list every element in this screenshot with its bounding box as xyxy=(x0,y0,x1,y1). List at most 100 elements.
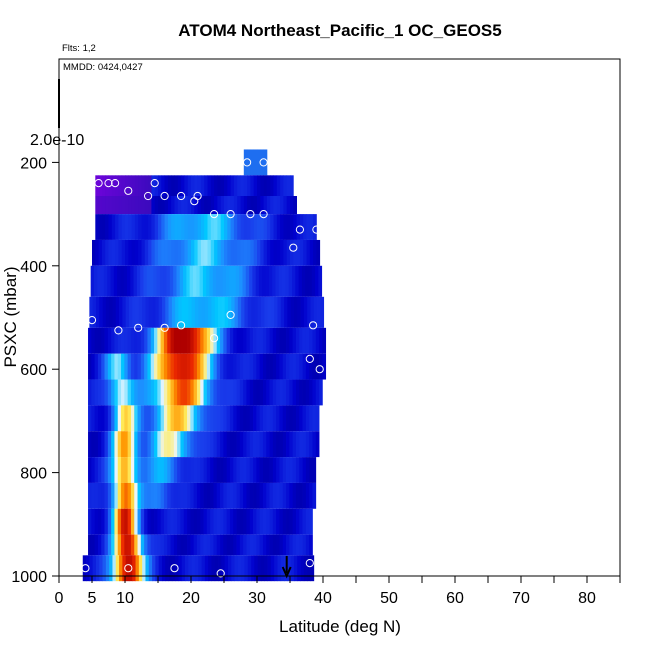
heatmap-cell xyxy=(134,431,138,458)
heatmap-cell xyxy=(309,508,313,535)
sample-marker xyxy=(259,158,268,167)
heatmap-cell xyxy=(206,508,211,535)
heatmap-cell xyxy=(276,239,281,266)
heatmap-cell xyxy=(117,353,122,380)
heatmap-cell xyxy=(144,431,148,458)
heatmap-cell xyxy=(322,353,327,380)
heatmap-cell xyxy=(273,196,278,215)
heatmap-cell xyxy=(183,482,188,509)
heatmap-cell xyxy=(258,265,263,297)
heatmap-cell xyxy=(224,196,228,215)
heatmap-cell xyxy=(191,196,195,215)
heatmap-cell xyxy=(133,265,138,297)
heatmap-cell xyxy=(154,327,158,354)
heatmap-cell xyxy=(173,265,177,297)
heatmap-cell xyxy=(177,214,182,240)
heatmap-cell xyxy=(150,482,155,509)
heatmap-cell xyxy=(266,327,270,354)
heatmap-cell xyxy=(121,457,125,483)
heatmap-cell xyxy=(243,175,248,196)
heatmap-cell xyxy=(144,482,148,509)
heatmap-cell xyxy=(157,534,162,556)
heatmap-cell xyxy=(111,327,115,354)
heatmap-cell xyxy=(309,239,314,266)
heatmap-cell xyxy=(157,353,162,380)
heatmap-cell xyxy=(266,508,270,535)
heatmap-cell xyxy=(121,508,125,535)
heatmap-cell xyxy=(97,431,102,458)
heatmap-cell xyxy=(150,457,155,483)
heatmap-cell xyxy=(243,457,247,483)
heatmap-cell xyxy=(88,431,92,458)
heatmap-cell xyxy=(131,175,136,196)
heatmap-cell xyxy=(211,555,216,582)
heatmap-cell xyxy=(208,296,212,328)
heatmap-cell xyxy=(167,457,171,483)
heatmap-cell xyxy=(148,296,153,328)
heatmap-cell xyxy=(312,327,317,354)
heatmap-cell xyxy=(144,327,148,354)
heatmap-cell xyxy=(243,196,248,215)
heatmap-cell xyxy=(203,508,208,535)
heatmap-cell xyxy=(234,555,239,582)
heatmap-cell xyxy=(260,196,264,215)
heatmap-cell xyxy=(249,265,253,297)
heatmap-cell xyxy=(101,214,106,240)
heatmap-cell xyxy=(94,482,99,509)
heatmap-cell xyxy=(117,457,122,483)
heatmap-cell xyxy=(190,482,195,509)
sample-markers xyxy=(58,158,324,578)
heatmap-cell xyxy=(256,508,261,535)
heatmap-cell xyxy=(269,379,274,406)
heatmap-cell xyxy=(207,196,212,215)
heatmap-cell xyxy=(243,239,248,266)
heatmap-cell xyxy=(305,379,310,406)
heatmap-cell xyxy=(280,196,284,215)
heatmap-cell xyxy=(274,296,278,328)
heatmap-cell xyxy=(235,265,240,297)
heatmap-cell xyxy=(246,457,251,483)
heatmap-cell xyxy=(161,214,165,240)
heatmap-cell xyxy=(309,379,313,406)
heatmap-cell xyxy=(299,534,303,556)
heatmap-cell xyxy=(177,196,182,215)
heatmap-cell xyxy=(250,149,255,176)
heatmap-cell xyxy=(229,431,234,458)
heatmap-cell xyxy=(213,431,218,458)
heatmap-cell xyxy=(272,431,277,458)
heatmap-cell xyxy=(145,555,150,582)
heatmap-cell xyxy=(180,405,185,432)
heatmap-cell xyxy=(101,431,105,458)
heatmap-cell xyxy=(206,265,210,297)
heatmap-cell xyxy=(266,457,270,483)
heatmap-cell xyxy=(262,457,267,483)
heatmap-cell xyxy=(130,431,135,458)
heatmap-cell xyxy=(154,239,159,266)
heatmap-cell xyxy=(158,175,162,196)
heatmap-cell xyxy=(148,239,152,266)
heatmap-cell xyxy=(302,508,307,535)
heatmap-cell xyxy=(297,555,301,582)
heatmap-cell xyxy=(101,534,105,556)
heatmap-cell xyxy=(279,457,284,483)
heatmap-cell xyxy=(95,296,100,328)
heatmap-cell xyxy=(237,239,241,266)
heatmap-cell xyxy=(223,327,228,354)
heatmap-cell xyxy=(239,405,244,432)
heatmap-cell xyxy=(160,457,165,483)
heatmap-cell xyxy=(233,508,237,535)
heatmap-cell xyxy=(231,555,235,582)
heatmap-cell xyxy=(250,175,255,196)
heatmap-cell xyxy=(117,534,122,556)
heatmap-cell xyxy=(253,405,257,432)
heatmap-cell xyxy=(134,175,139,196)
heatmap-cell xyxy=(241,555,245,582)
heatmap-cell xyxy=(175,296,179,328)
heatmap-cell xyxy=(92,239,96,266)
heatmap-cell xyxy=(141,214,146,240)
heatmap-cell xyxy=(107,327,112,354)
heatmap-cell xyxy=(282,508,287,535)
heatmap-cell xyxy=(196,379,201,406)
heatmap-cell xyxy=(280,239,284,266)
heatmap-cell xyxy=(138,214,142,240)
